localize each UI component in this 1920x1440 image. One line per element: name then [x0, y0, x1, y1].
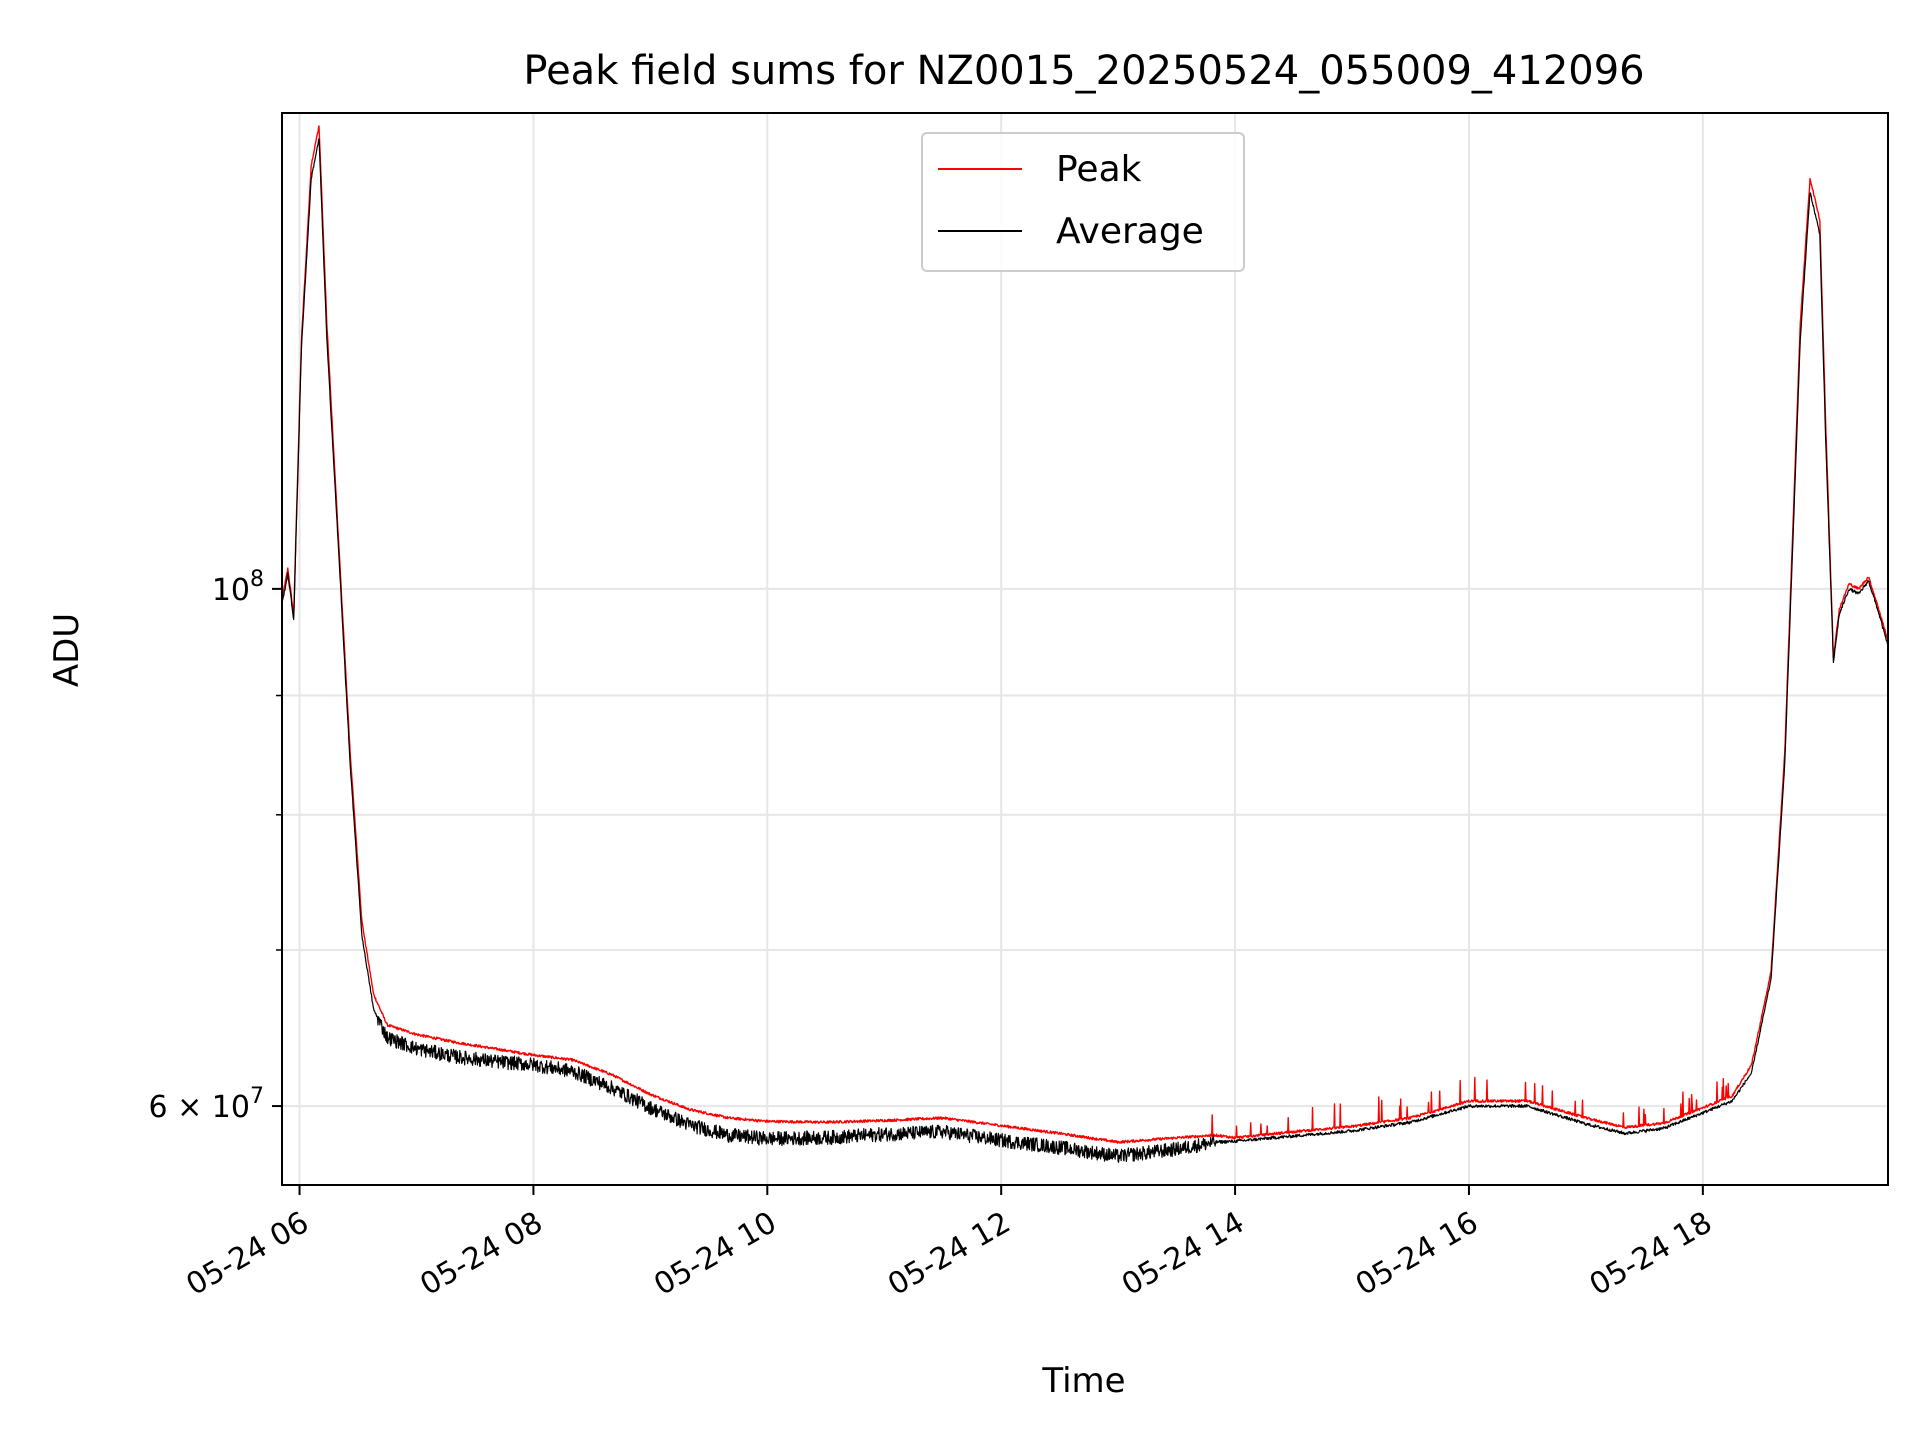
series-line-average — [281, 138, 1889, 1163]
plot-area-frame — [281, 112, 1889, 1186]
y-axis: 6 × 107 108 — [149, 567, 282, 1125]
y-tick-label: 108 — [212, 567, 264, 608]
series-line-peak — [281, 125, 1889, 1144]
y-tick-label: 6 × 107 — [149, 1084, 264, 1125]
x-axis-label: Time — [1041, 1361, 1125, 1401]
legend-label-peak: Peak — [1056, 149, 1142, 190]
legend-label-average: Average — [1056, 211, 1204, 252]
chart-title: Peak field sums for NZ0015_20250524_0550… — [523, 48, 1644, 94]
grid — [282, 113, 1888, 1185]
legend: Peak Average — [921, 132, 1245, 272]
legend-box — [921, 132, 1245, 272]
series-layer — [281, 125, 1889, 1163]
y-axis-label: ADU — [47, 613, 87, 687]
